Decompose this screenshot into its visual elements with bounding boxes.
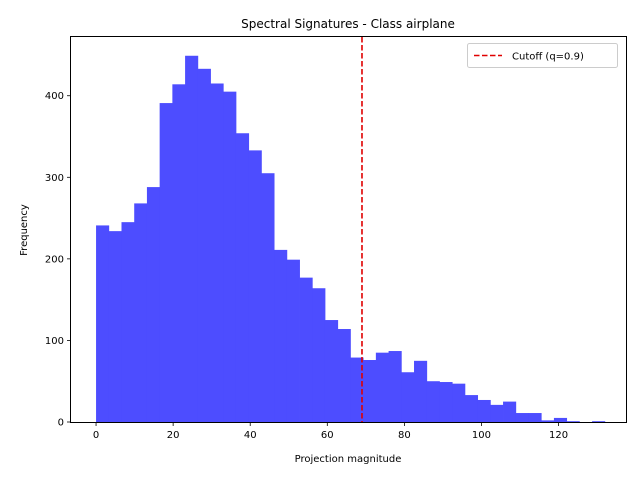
histogram-bar	[286, 259, 300, 422]
histogram-bar	[172, 84, 186, 422]
histogram-bar	[108, 231, 122, 422]
x-axis-label: Projection magnitude	[295, 454, 402, 465]
histogram-bar	[312, 288, 326, 422]
histogram-bar	[375, 352, 389, 422]
y-tick-label: 100	[45, 336, 64, 347]
histogram-bar	[414, 360, 428, 422]
histogram-bar	[134, 203, 148, 422]
histogram-bar	[592, 421, 606, 422]
legend-box	[467, 43, 618, 68]
x-tick-label: 40	[244, 430, 257, 441]
x-tick-label: 20	[167, 430, 180, 441]
histogram-bar	[210, 83, 224, 422]
histogram-bar	[197, 68, 211, 423]
histogram-bar	[223, 91, 237, 422]
x-tick-label: 0	[93, 430, 99, 441]
histogram-bar	[541, 420, 555, 422]
histogram-bar	[566, 421, 580, 422]
legend: Cutoff (q=0.9)	[467, 43, 618, 68]
histogram-bar	[96, 225, 110, 422]
histogram-bar	[121, 222, 135, 422]
x-tick-label: 100	[472, 430, 491, 441]
histogram-bar	[274, 249, 288, 422]
histogram-bar	[490, 404, 504, 422]
y-tick-label: 300	[45, 173, 64, 184]
histogram-bar	[363, 360, 377, 422]
y-axis-ticks: 0 100 200 300 400	[45, 91, 71, 429]
histogram-bar	[439, 382, 453, 422]
legend-cutoff-label: Cutoff (q=0.9)	[512, 52, 584, 63]
histogram-bar	[159, 103, 173, 422]
histogram-bar	[401, 372, 415, 422]
histogram-bar	[350, 357, 364, 422]
x-axis-ticks: 0 20 40 60 80 100 120	[93, 422, 568, 441]
y-axis-label: Frequency	[19, 204, 30, 256]
histogram-bars	[96, 55, 606, 423]
histogram-bar	[553, 417, 568, 422]
histogram-bar	[261, 173, 275, 422]
histogram-bar	[324, 320, 339, 422]
histogram-bar	[299, 277, 313, 422]
histogram-bar	[235, 133, 250, 422]
x-tick-label: 60	[321, 430, 334, 441]
plot-frame	[70, 36, 627, 423]
histogram-bar	[515, 413, 529, 422]
histogram-bar	[464, 395, 479, 422]
histogram-bar	[503, 401, 517, 422]
histogram-bar	[337, 329, 351, 422]
x-tick-label: 80	[398, 430, 411, 441]
x-tick-label: 120	[549, 430, 568, 441]
histogram-bar	[426, 381, 440, 422]
y-tick-label: 400	[45, 91, 64, 102]
histogram-bar	[477, 399, 491, 422]
histogram-bar	[248, 150, 262, 422]
histogram-bar	[528, 413, 542, 422]
y-tick-label: 0	[58, 418, 64, 429]
histogram-bar	[185, 55, 199, 423]
histogram-bar	[146, 187, 161, 422]
chart-title: Spectral Signatures - Class airplane	[241, 17, 455, 31]
histogram-bar	[452, 383, 466, 422]
y-tick-label: 200	[45, 254, 64, 265]
histogram-bar	[388, 351, 402, 422]
